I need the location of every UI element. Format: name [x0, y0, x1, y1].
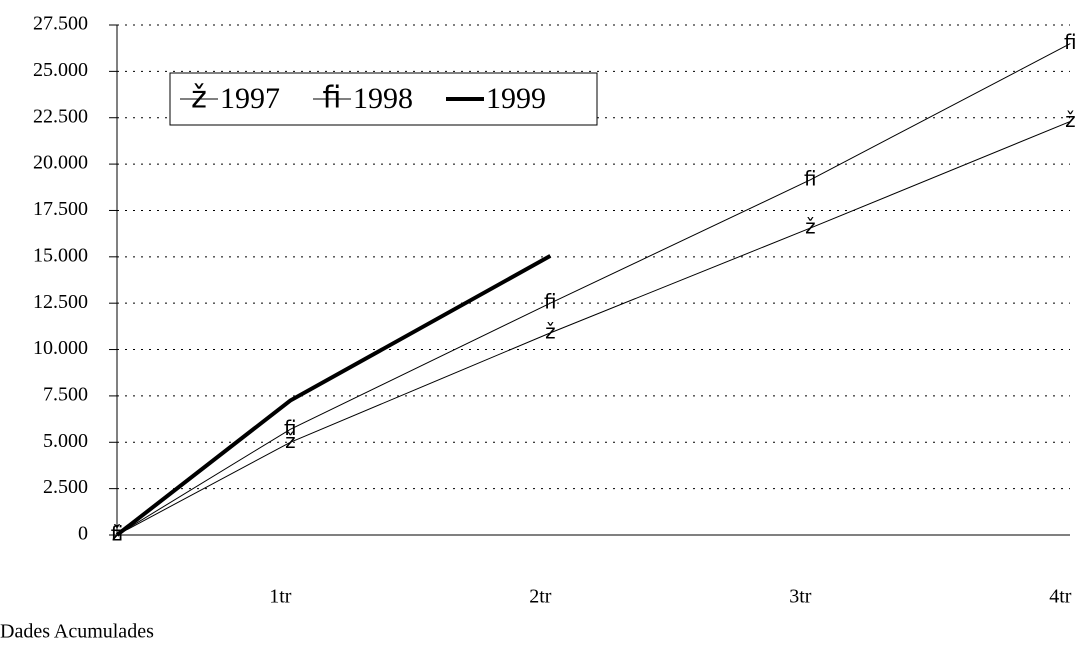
- marker: ﬁ: [804, 166, 817, 190]
- y-tick-label: 0: [78, 523, 88, 545]
- legend-label: 1997: [220, 82, 280, 115]
- legend: ž 1997 ﬁ 1998 1999: [169, 72, 598, 126]
- legend-marker: ž: [191, 81, 207, 116]
- series-line: [115, 254, 552, 537]
- y-tick-label: 22.500: [33, 105, 88, 127]
- y-tick-label: 20.000: [33, 152, 88, 174]
- marker: ﬁ: [544, 290, 557, 314]
- series-line: [116, 120, 1071, 536]
- series-line: [116, 43, 1071, 536]
- marker: ž: [805, 215, 816, 239]
- legend-marker: ﬁ: [323, 81, 342, 116]
- footnote: Dades Acumulades: [0, 621, 154, 643]
- marker: ﬁ: [284, 416, 297, 440]
- y-tick-label: 27.500: [33, 13, 88, 35]
- legend-label: 1998: [353, 82, 413, 115]
- y-tick-label: 5.000: [43, 430, 88, 452]
- marker: ž: [285, 429, 296, 453]
- x-tick-label: 4tr: [1049, 586, 1072, 608]
- marker: ž: [545, 319, 556, 343]
- x-tick-label: 2tr: [529, 586, 552, 608]
- y-tick-label: 17.500: [33, 198, 88, 220]
- y-tick-label: 12.500: [33, 291, 88, 313]
- y-tick-label: 2.500: [43, 476, 88, 498]
- x-tick-label: 1tr: [269, 586, 292, 608]
- y-tick-label: 10.000: [33, 337, 88, 359]
- x-tick-label: 3tr: [789, 586, 812, 608]
- legend-label: 1999: [486, 82, 546, 115]
- legend-box: [169, 72, 598, 126]
- y-tick-label: 7.500: [43, 384, 88, 406]
- y-tick-label: 25.000: [33, 59, 88, 81]
- y-tick-label: 15.000: [33, 244, 88, 266]
- marker: ž: [1065, 108, 1076, 132]
- marker: ﬁ: [1064, 30, 1077, 54]
